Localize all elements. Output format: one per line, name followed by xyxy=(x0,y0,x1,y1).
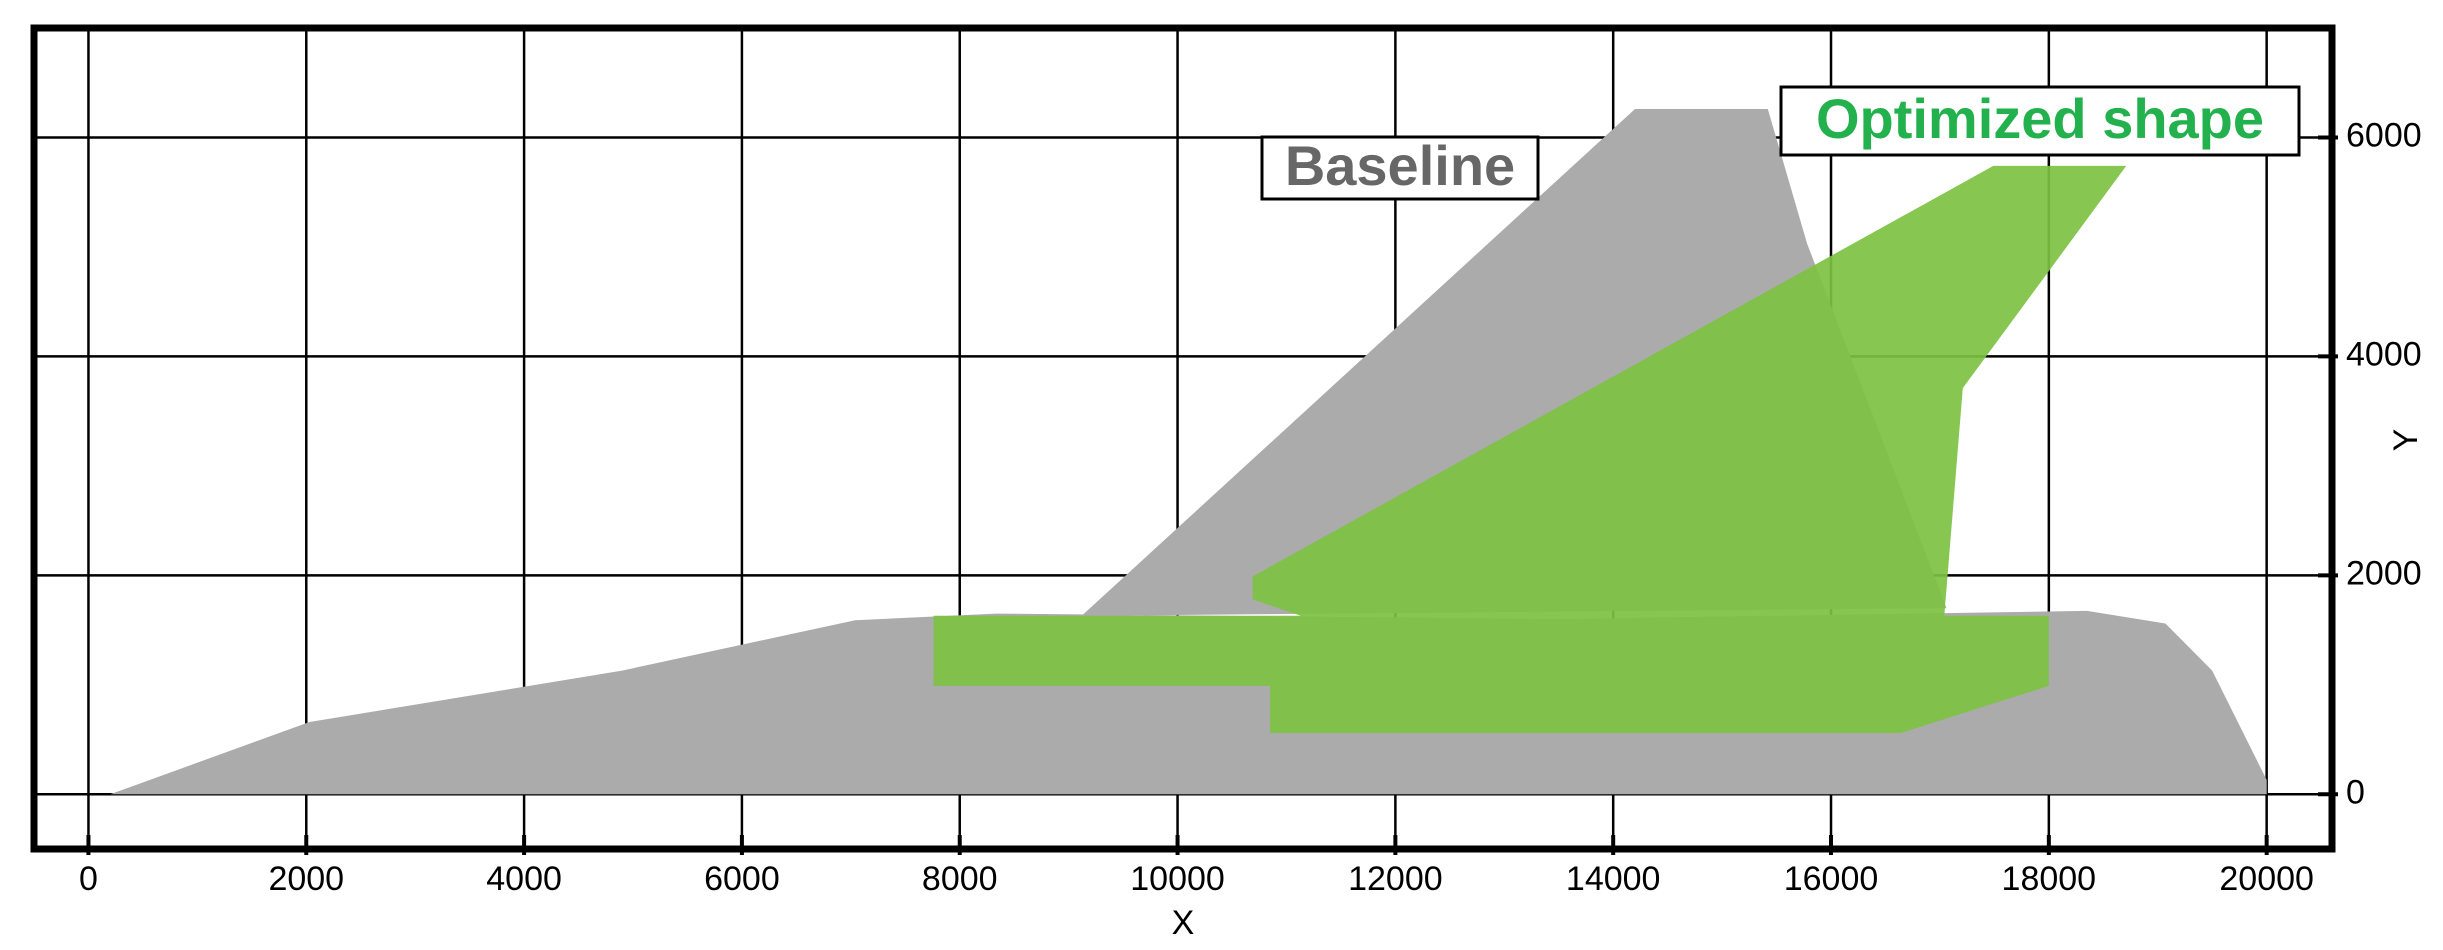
legend-box xyxy=(1260,135,1540,201)
x-tick-label: 6000 xyxy=(704,860,780,898)
x-tick-label: 10000 xyxy=(1130,860,1225,898)
legend-baseline: Baseline xyxy=(1260,134,1540,201)
x-tick-label: 4000 xyxy=(486,860,562,898)
y-tick-label: 4000 xyxy=(2346,335,2422,373)
legend-optimized: Optimized shape xyxy=(1779,85,2301,157)
x-tick-label: 2000 xyxy=(268,860,344,898)
y-tick-label: 0 xyxy=(2346,773,2365,811)
x-tick-label: 20000 xyxy=(2219,860,2314,898)
x-tick-label: 16000 xyxy=(1784,860,1879,898)
x-tick-label: 0 xyxy=(79,860,98,898)
x-axis-title: X xyxy=(1172,904,1195,942)
y-tick-label: 2000 xyxy=(2346,554,2422,592)
legend-box xyxy=(1779,85,2301,157)
x-tick-label: 14000 xyxy=(1566,860,1661,898)
shapes xyxy=(110,109,2267,795)
optimized-shape xyxy=(933,165,2127,733)
y-axis-title: Y xyxy=(2387,429,2425,452)
x-tick-label: 12000 xyxy=(1348,860,1443,898)
y-tick-label: 6000 xyxy=(2346,116,2422,154)
plot-frame xyxy=(30,24,2336,853)
ticks: 0 2000 4000 6000 8000 10000 12000 14000 16000 180… xyxy=(79,116,2422,898)
legend-label: Baseline xyxy=(1285,134,1515,197)
x-tick-label: 18000 xyxy=(2002,860,2097,898)
legend-label: Optimized shape xyxy=(1816,87,2264,150)
x-tick-label: 8000 xyxy=(922,860,998,898)
